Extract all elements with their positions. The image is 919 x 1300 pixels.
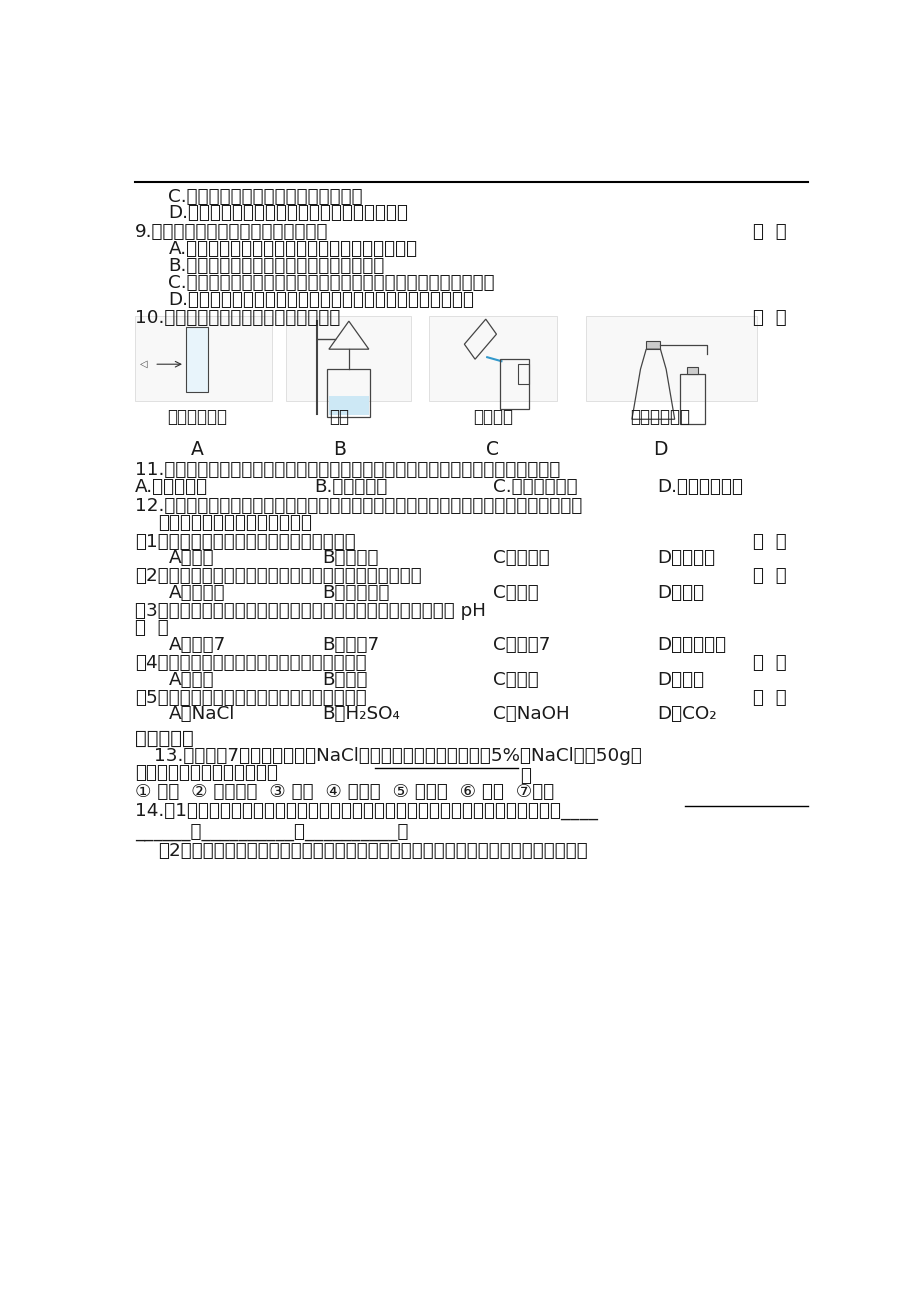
Text: B、H₂SO₄: B、H₂SO₄ <box>322 705 399 723</box>
Text: A、大于7: A、大于7 <box>168 637 225 654</box>
Text: B.纯净的氢气在空气中点燃产生淡蓝色火焰: B.纯净的氢气在空气中点燃产生淡蓝色火焰 <box>168 257 384 276</box>
Bar <box>329 396 369 415</box>
Text: A: A <box>190 441 203 459</box>
Bar <box>327 369 369 417</box>
Text: （  ）: （ ） <box>753 567 786 585</box>
Text: D.紫色石蕊试液: D.紫色石蕊试液 <box>656 478 742 497</box>
Text: D: D <box>652 441 667 459</box>
Text: D、无法确定: D、无法确定 <box>656 637 725 654</box>
Text: 13.现有下列7种仪器，若要用NaCl固体配制溶质的质量分数为5%的NaCl溶液50g，: 13.现有下列7种仪器，若要用NaCl固体配制溶质的质量分数为5%的NaCl溶液… <box>154 746 641 764</box>
Text: A.碳酸钠溶液: A.碳酸钠溶液 <box>135 478 208 497</box>
Text: C.固体氢氧化钠可作一些气体的干燥剂: C.固体氢氧化钠可作一些气体的干燥剂 <box>168 188 363 205</box>
Bar <box>286 316 411 402</box>
Text: D、化合物: D、化合物 <box>656 550 714 567</box>
Text: A、酒精灯: A、酒精灯 <box>168 585 225 602</box>
Text: 制取二氧化碳: 制取二氧化碳 <box>630 408 689 426</box>
Text: （  ）: （ ） <box>753 533 786 551</box>
Bar <box>500 359 528 410</box>
Bar <box>135 316 272 402</box>
Text: D、漏斗: D、漏斗 <box>656 585 703 602</box>
Text: C、蓝色: C、蓝色 <box>493 671 538 689</box>
Text: 11.只有一种试剂来鉴别稀盐酸溶液、氢氧化钠溶液、氢氧化钡溶液，应选用的试剂为: 11.只有一种试剂来鉴别稀盐酸溶液、氢氧化钠溶液、氢氧化钡溶液，应选用的试剂为 <box>135 462 560 480</box>
Text: C、等于7: C、等于7 <box>493 637 550 654</box>
Text: ① 水槽  ② 托盘天平  ③ 烧杯  ④ 玻璃棒  ⑤ 铁架台  ⑥ 量筒  ⑦药匙: ① 水槽 ② 托盘天平 ③ 烧杯 ④ 玻璃棒 ⑤ 铁架台 ⑥ 量筒 ⑦药匙 <box>135 783 553 801</box>
Text: 10.下列实验装置或实验操作中错误的是: 10.下列实验装置或实验操作中错误的是 <box>135 309 340 328</box>
Text: A、单质: A、单质 <box>168 550 214 567</box>
Text: A.棉花在酒精灯的火焰上灼烧后会产生烧焦羽毛味: A.棉花在酒精灯的火焰上灼烧后会产生烧焦羽毛味 <box>168 240 417 259</box>
Text: A、红色: A、红色 <box>168 671 214 689</box>
Text: C、NaOH: C、NaOH <box>493 705 569 723</box>
Bar <box>585 316 756 402</box>
Bar <box>679 374 705 424</box>
Text: B.氯化钡溶液: B.氯化钡溶液 <box>314 478 388 497</box>
Text: （  ）: （ ） <box>135 620 168 637</box>
Text: 9.下列有关实验现象的描述不正确的是: 9.下列有关实验现象的描述不正确的是 <box>135 224 328 240</box>
Text: （  ）: （ ） <box>753 654 786 672</box>
Text: C、量筒: C、量筒 <box>493 585 538 602</box>
Text: （5）为了中和该水样的酸性，可以加入适量的: （5）为了中和该水样的酸性，可以加入适量的 <box>135 689 367 706</box>
Text: C: C <box>486 441 499 459</box>
Text: B: B <box>333 441 346 459</box>
Text: （  ）: （ ） <box>753 689 786 706</box>
Text: 进行了以下几方面的实验探究：: 进行了以下几方面的实验探究： <box>158 515 312 533</box>
Text: C、混合物: C、混合物 <box>493 550 549 567</box>
Text: 读取液体体积: 读取液体体积 <box>167 408 227 426</box>
Text: D、CO₂: D、CO₂ <box>656 705 716 723</box>
Text: （  ）: （ ） <box>753 224 786 240</box>
Text: 。: 。 <box>519 767 530 785</box>
Text: A、NaCl: A、NaCl <box>168 705 234 723</box>
Text: （4）在该水样中滴入紫色石蕊试液，指示剂呈: （4）在该水样中滴入紫色石蕊试液，指示剂呈 <box>135 654 366 672</box>
Text: 二、填空题: 二、填空题 <box>135 728 194 748</box>
Text: 12.河流的水质直接影响到城市居民的生活质量，某环保兴趣小组的学生对学校周围的河水: 12.河流的水质直接影响到城市居民的生活质量，某环保兴趣小组的学生对学校周围的河… <box>135 498 582 515</box>
Text: 过滤: 过滤 <box>329 408 349 426</box>
Text: ◁: ◁ <box>140 359 147 369</box>
Text: D、黑色: D、黑色 <box>656 671 703 689</box>
Text: ______、__________、__________。: ______、__________、__________。 <box>135 823 408 841</box>
Text: （2）然后对取回的水样进行过滤，过滤需要用到的仪器是: （2）然后对取回的水样进行过滤，过滤需要用到的仪器是 <box>135 567 421 585</box>
Bar <box>517 364 528 385</box>
Text: 14.（1）酒精灯的灯焰由内到外分为三个部分，按照温度由高到低的顺序排列依次为____: 14.（1）酒精灯的灯焰由内到外分为三个部分，按照温度由高到低的顺序排列依次为_… <box>135 802 597 819</box>
Text: B、托盘天平: B、托盘天平 <box>322 585 389 602</box>
Text: C.铁丝在氧气中燃烧火星四射，放出大量的热，同时生成黑色固体: C.铁丝在氧气中燃烧火星四射，放出大量的热，同时生成黑色固体 <box>168 274 494 292</box>
Text: D.氢氧化钠溶液对皮肤、纸张、织物有强腐蚀性: D.氢氧化钠溶液对皮肤、纸张、织物有强腐蚀性 <box>168 204 408 222</box>
Text: D.在试管中加热铜绿有黑色固体生成，同时有气体和水珠生成: D.在试管中加热铜绿有黑色固体生成，同时有气体和水珠生成 <box>168 291 474 309</box>
Text: （1）首先对河水进行取样，取得的水样属于: （1）首先对河水进行取样，取得的水样属于 <box>135 533 356 551</box>
Bar <box>686 367 698 374</box>
Text: C.无色酚酞试液: C.无色酚酞试液 <box>493 478 577 497</box>
Text: B、小于7: B、小于7 <box>322 637 379 654</box>
Text: 应选择的仪器有（填写序号）: 应选择的仪器有（填写序号） <box>135 763 278 781</box>
Text: （3）对过滤后的溶液进行测定，发现该水样呈酸性，则该水样的 pH: （3）对过滤后的溶液进行测定，发现该水样呈酸性，则该水样的 pH <box>135 602 485 620</box>
Bar <box>428 316 557 402</box>
Text: B、紫色: B、紫色 <box>322 671 367 689</box>
Text: 倾倒液体: 倾倒液体 <box>472 408 512 426</box>
Text: （  ）: （ ） <box>753 309 786 328</box>
Text: B、纯净物: B、纯净物 <box>322 550 378 567</box>
Bar <box>186 326 208 391</box>
Text: （2）过滤是除去液体中混有的固体物质的一种方法，在过滤装置中，要用到的玻璃仪器: （2）过滤是除去液体中混有的固体物质的一种方法，在过滤装置中，要用到的玻璃仪器 <box>158 841 587 859</box>
Bar <box>645 341 660 350</box>
